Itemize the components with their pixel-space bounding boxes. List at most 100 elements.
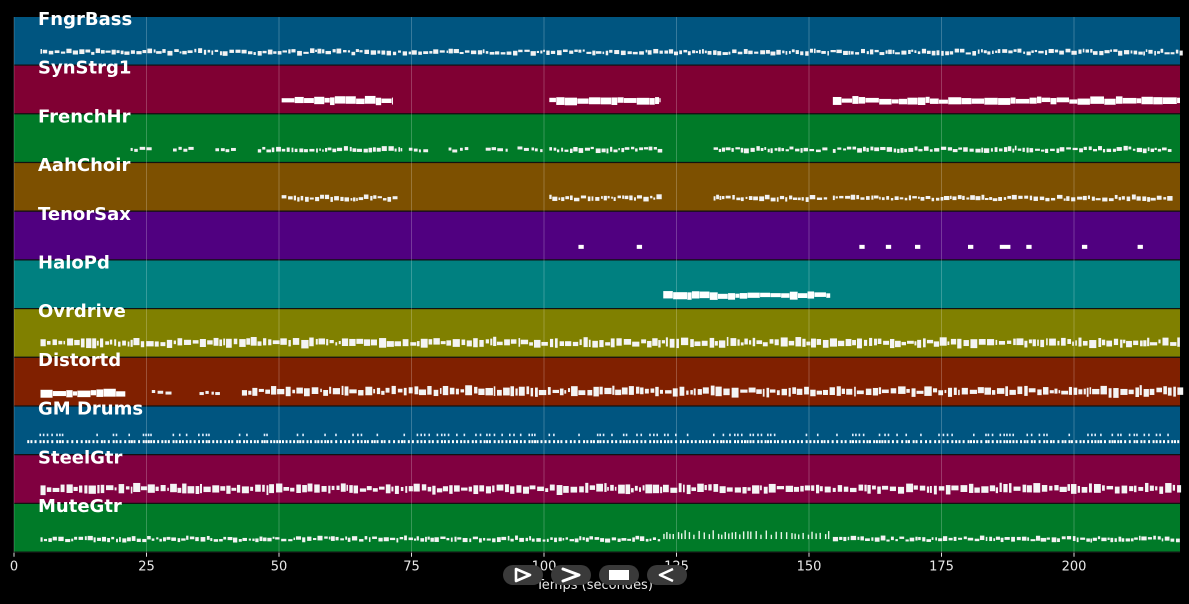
note [356,98,365,105]
note [836,49,842,54]
note [428,433,431,437]
note [938,538,943,542]
note [743,49,748,54]
note [1143,433,1146,437]
note [865,538,870,542]
note [603,195,607,201]
note [659,98,661,103]
note [259,536,263,542]
note [376,387,381,395]
note [908,147,914,152]
note [239,339,246,347]
note [1150,197,1156,201]
note [461,339,466,346]
note [822,389,828,395]
note [1154,147,1157,151]
note [692,50,696,54]
note [479,433,482,437]
note [1083,146,1087,151]
note [275,537,280,540]
note [288,49,291,54]
stop-button[interactable] [599,565,639,585]
note [734,487,741,493]
note [111,536,115,540]
note [557,50,562,56]
note [516,485,522,493]
note [60,51,66,54]
note [269,484,275,494]
note [774,148,778,151]
note [396,538,399,543]
note [340,483,346,492]
note [436,488,443,493]
note [372,536,377,539]
note [963,340,969,347]
note [776,49,781,55]
note [852,339,856,346]
note [488,440,491,444]
note [1038,50,1044,54]
note [861,48,865,54]
play-button[interactable] [503,565,543,585]
note [1163,97,1177,105]
note [130,440,133,444]
note [519,537,524,542]
note [655,97,660,105]
note [560,440,563,444]
note [1033,440,1036,444]
note [1006,433,1008,437]
note [1087,433,1089,437]
note [765,50,770,54]
note [1086,538,1090,542]
note [851,433,854,437]
note [849,487,857,493]
note [448,48,453,54]
note [360,440,363,444]
note [278,440,281,444]
note [386,341,394,347]
back-button[interactable] [647,565,687,585]
note [814,292,826,297]
note [164,440,167,444]
note [589,485,596,490]
note [991,440,994,444]
note [173,340,176,345]
note [719,486,726,494]
note [1089,387,1092,395]
note [392,51,397,56]
note [914,146,918,151]
note [831,440,834,444]
note [601,148,606,153]
note [762,342,768,347]
note [294,96,304,104]
note [1137,244,1143,249]
note [736,197,741,201]
note [826,293,831,298]
note [145,433,147,437]
note [335,433,337,437]
note [601,196,603,199]
forward-button[interactable] [551,565,591,585]
note [926,486,930,493]
note [271,147,275,153]
note [819,486,823,492]
note [593,386,599,397]
note [1012,433,1015,437]
note [619,440,622,444]
note [656,440,659,444]
note [855,433,857,437]
note [890,388,897,394]
note [202,433,204,437]
note [1102,197,1108,202]
note [142,440,145,444]
note [440,433,443,437]
note [732,194,735,200]
note [878,440,881,444]
note [548,433,551,437]
note [124,51,130,55]
note [797,197,801,201]
note [877,486,881,494]
note [565,537,568,540]
note [1143,389,1149,397]
note [630,146,635,150]
